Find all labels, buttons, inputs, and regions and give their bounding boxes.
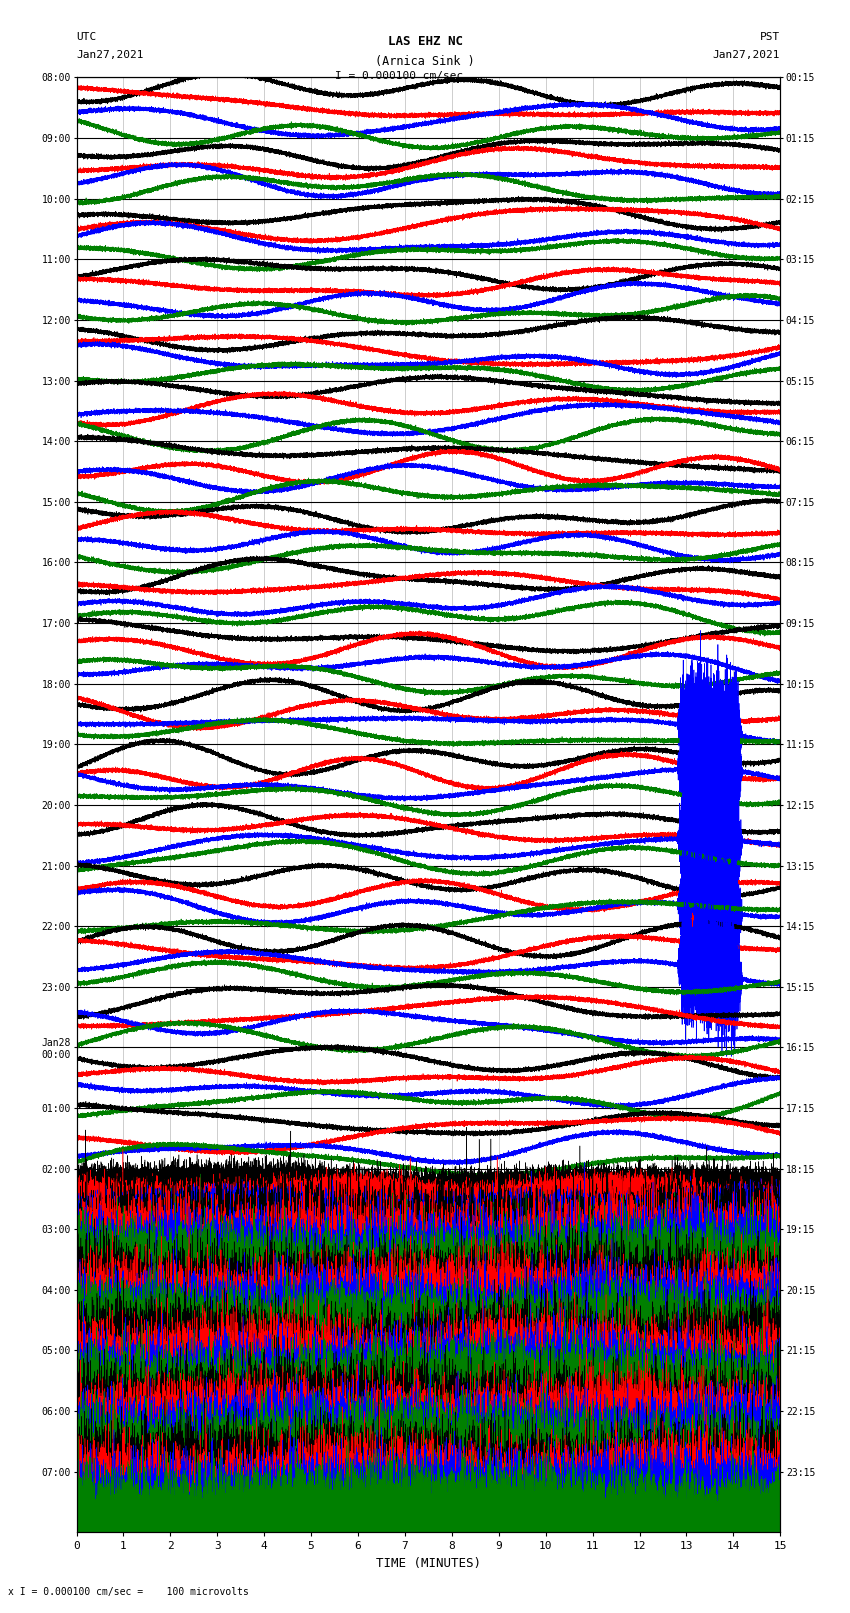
X-axis label: TIME (MINUTES): TIME (MINUTES) xyxy=(376,1557,481,1569)
Text: PST: PST xyxy=(760,32,780,42)
Text: Jan27,2021: Jan27,2021 xyxy=(76,50,144,60)
Text: I = 0.000100 cm/sec: I = 0.000100 cm/sec xyxy=(336,71,463,81)
Text: UTC: UTC xyxy=(76,32,97,42)
Text: LAS EHZ NC: LAS EHZ NC xyxy=(388,35,462,48)
Text: x I = 0.000100 cm/sec =    100 microvolts: x I = 0.000100 cm/sec = 100 microvolts xyxy=(8,1587,249,1597)
Text: (Arnica Sink ): (Arnica Sink ) xyxy=(375,55,475,68)
Text: Jan27,2021: Jan27,2021 xyxy=(713,50,780,60)
